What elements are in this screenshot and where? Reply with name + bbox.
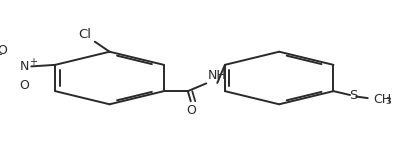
Text: -: - [0, 48, 2, 61]
Text: O: O [186, 104, 196, 117]
Text: Cl: Cl [78, 28, 91, 41]
Text: CH: CH [373, 93, 391, 106]
Text: O: O [0, 44, 8, 57]
Text: +: + [29, 57, 37, 67]
Text: O: O [20, 79, 30, 92]
Text: S: S [350, 89, 358, 102]
Text: NH: NH [208, 69, 227, 82]
Text: 3: 3 [385, 98, 391, 106]
Text: N: N [20, 60, 29, 73]
